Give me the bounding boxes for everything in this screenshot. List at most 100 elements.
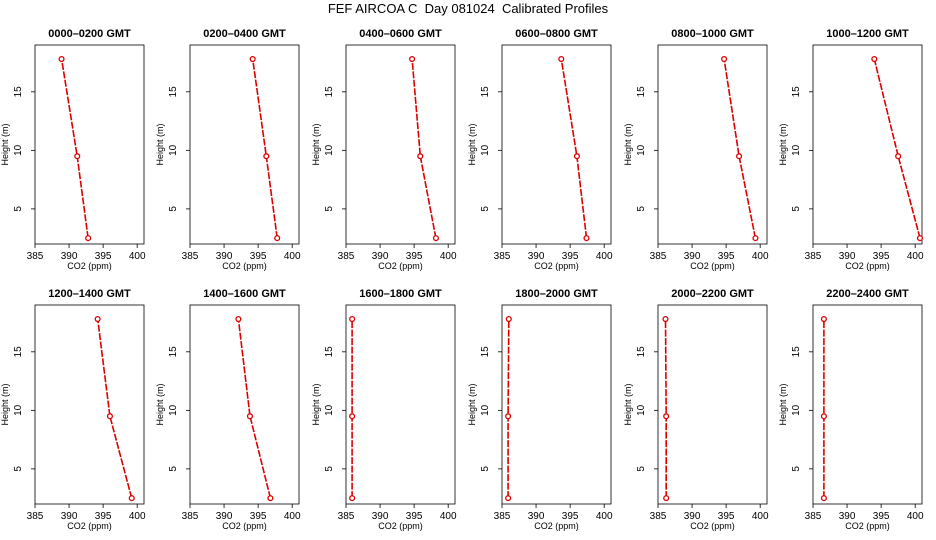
y-tick-label: 10 xyxy=(791,404,802,416)
x-tick-label: 385 xyxy=(338,511,355,522)
y-tick-label: 5 xyxy=(791,206,802,212)
panel-title: 0800–1000 GMT xyxy=(671,28,754,40)
profile-line xyxy=(723,58,757,239)
x-tick-label: 390 xyxy=(372,251,389,262)
profile-line xyxy=(60,58,89,239)
profile-line xyxy=(96,318,133,499)
x-tick-label: 390 xyxy=(684,511,701,522)
x-axis-label: CO2 (ppm) xyxy=(690,521,735,531)
y-tick-label: 15 xyxy=(791,346,802,358)
data-point xyxy=(432,235,439,242)
data-point xyxy=(94,315,101,323)
x-axis-label: CO2 (ppm) xyxy=(534,521,579,531)
x-axis-label: CO2 (ppm) xyxy=(845,521,890,531)
plot-frame xyxy=(657,44,768,245)
x-tick-label: 395 xyxy=(250,251,267,262)
x-tick-label: 385 xyxy=(805,511,822,522)
profile-line xyxy=(507,318,510,499)
y-axis-label: Height (m) xyxy=(0,123,10,165)
profile-line xyxy=(560,58,588,239)
y-tick-label: 5 xyxy=(324,466,335,472)
panel-title: 1600–1800 GMT xyxy=(359,288,442,300)
y-tick-label: 15 xyxy=(636,86,647,98)
data-point xyxy=(349,315,356,323)
y-tick-label: 5 xyxy=(480,206,491,212)
x-tick-label: 385 xyxy=(27,251,44,262)
x-tick-label: 390 xyxy=(528,251,545,262)
profile-line xyxy=(664,318,668,499)
data-point xyxy=(409,55,416,63)
x-tick-label: 390 xyxy=(61,251,78,262)
x-tick-label: 385 xyxy=(650,511,667,522)
data-point xyxy=(871,55,878,63)
data-point xyxy=(267,495,274,502)
y-tick-label: 10 xyxy=(324,144,335,156)
profile-panel-11: 2000–2200 GMT 385 390 395 400 CO2 (ppm) 5 10 15 H… xyxy=(623,288,769,531)
data-point xyxy=(721,55,728,63)
data-point xyxy=(916,235,924,242)
x-tick-label: 385 xyxy=(650,251,667,262)
y-tick-label: 5 xyxy=(168,206,179,212)
plot-frame xyxy=(501,44,612,245)
y-axis-label: Height (m) xyxy=(623,123,633,165)
panel-title: 1800–2000 GMT xyxy=(515,288,598,300)
data-point xyxy=(820,315,827,323)
y-tick-label: 10 xyxy=(480,404,491,416)
data-point xyxy=(235,315,242,323)
x-axis-label: CO2 (ppm) xyxy=(67,521,112,531)
panel-title: 2000–2200 GMT xyxy=(671,288,754,300)
y-tick-label: 5 xyxy=(13,206,24,212)
data-point xyxy=(249,55,256,63)
profile-panel-4: 0600–0800 GMT 385 390 395 400 CO2 (ppm) 5 10 15 H… xyxy=(467,28,613,271)
x-tick-label: 400 xyxy=(752,511,769,522)
data-point xyxy=(752,235,759,242)
x-tick-label: 395 xyxy=(406,251,423,262)
y-axis-label: Height (m) xyxy=(0,383,10,425)
data-point xyxy=(573,153,580,160)
y-tick-label: 15 xyxy=(480,86,491,98)
plot-frame xyxy=(189,44,300,245)
y-tick-label: 5 xyxy=(480,466,491,472)
y-tick-label: 10 xyxy=(791,144,802,156)
profile-panel-9: 1600–1800 GMT 385 390 395 400 CO2 (ppm) 5 10 15 H… xyxy=(311,288,457,531)
data-point xyxy=(74,153,81,160)
data-point xyxy=(820,413,827,420)
x-tick-label: 385 xyxy=(338,251,355,262)
x-tick-label: 400 xyxy=(907,511,924,522)
y-axis-label: Height (m) xyxy=(467,123,477,165)
y-tick-label: 5 xyxy=(636,206,647,212)
y-tick-label: 15 xyxy=(480,346,491,358)
y-tick-label: 15 xyxy=(13,86,24,98)
y-axis-label: Height (m) xyxy=(623,383,633,425)
x-tick-label: 395 xyxy=(95,511,112,522)
data-point xyxy=(106,413,113,420)
panel-title: 1400–1600 GMT xyxy=(203,288,286,300)
profile-line xyxy=(411,58,437,239)
y-axis-label: Height (m) xyxy=(778,383,788,425)
panel-title: 1200–1400 GMT xyxy=(48,288,131,300)
panel-title: 0000–0200 GMT xyxy=(48,28,131,40)
profile-panel-12: 2200–2400 GMT 385 390 395 400 CO2 (ppm) 5 10 15 H… xyxy=(778,288,924,531)
x-tick-label: 400 xyxy=(596,511,613,522)
x-tick-label: 390 xyxy=(216,251,233,262)
x-tick-label: 385 xyxy=(182,251,199,262)
y-tick-label: 15 xyxy=(324,346,335,358)
x-axis-label: CO2 (ppm) xyxy=(378,521,423,531)
x-tick-label: 390 xyxy=(61,511,78,522)
x-axis-label: CO2 (ppm) xyxy=(222,521,267,531)
y-tick-label: 10 xyxy=(13,404,24,416)
profile-line xyxy=(251,58,278,239)
profile-panel-6: 1000–1200 GMT 385 390 395 400 CO2 (ppm) 5 10 15 H… xyxy=(778,28,924,271)
data-point xyxy=(895,153,902,160)
data-point xyxy=(274,235,281,242)
y-axis-label: Height (m) xyxy=(155,123,165,165)
profile-line xyxy=(873,58,921,239)
x-tick-label: 395 xyxy=(873,511,890,522)
x-tick-label: 395 xyxy=(718,511,735,522)
data-point xyxy=(349,413,356,420)
y-tick-label: 5 xyxy=(13,466,24,472)
x-tick-label: 390 xyxy=(372,511,389,522)
data-point xyxy=(349,495,356,502)
page-title: FEF AIRCOA C Day 081024 Calibrated Profi… xyxy=(327,1,609,16)
profile-panel-3: 0400–0600 GMT 385 390 395 400 CO2 (ppm) 5 10 15 H… xyxy=(311,28,457,271)
